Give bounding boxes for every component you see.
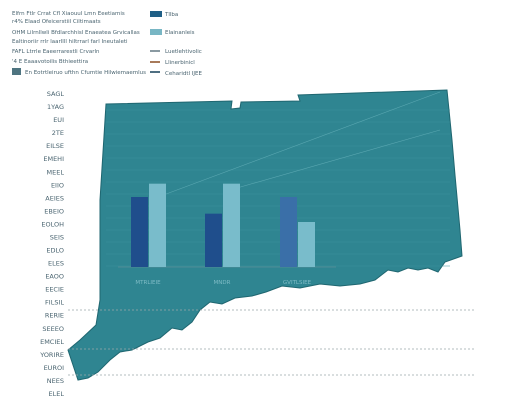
legend-label: Llinerbinicl [165, 60, 195, 66]
bar-mtrlieie-s1 [131, 197, 148, 267]
y-axis-tick-label: EMEHI [43, 155, 64, 163]
bar-mndr-s2 [223, 183, 240, 267]
bar-gvitlsiee-s1 [280, 197, 297, 267]
note-icon [12, 68, 21, 75]
legend-swatch [150, 61, 160, 63]
legend-label: Elainanleis [165, 30, 195, 36]
category-labels: MTRLIEIE MNDR GVITLSIEE [135, 280, 311, 286]
y-axis-tick-label: EUROI [44, 364, 64, 372]
bar-gvitlsiee-s2 [298, 222, 315, 267]
legend-swatch [150, 11, 162, 17]
notes-block: Elfrn Ftlr Crrat Cfl Xiaouul Lmn Eeetiam… [12, 11, 146, 76]
y-axis-tick-label: 2TE [52, 129, 64, 137]
y-axis-tick-label: SEEEO [42, 325, 64, 333]
y-axis-tick-label: NEES [47, 377, 64, 385]
category-label: MTRLIEIE [135, 280, 161, 286]
note-line: Ealtinoriir rrlr laarllll hiltrrarl farl… [12, 39, 128, 45]
y-axis-labels: SAGL 1YAG EUI 2TE EILSE EMEHI MEEL EIIO AEIES EBE… [39, 90, 64, 398]
legend-swatch [150, 71, 160, 73]
y-axis-tick-label: EAOO [45, 273, 64, 281]
y-axis-tick-label: EIIO [51, 181, 64, 189]
bar-mndr-s1 [205, 213, 222, 267]
y-axis-tick-label: FILSIL [45, 299, 64, 307]
y-axis-tick-label: SEIS [50, 233, 64, 241]
note-line: r4% Elaad Ofeicerstiil Ciltimaats [12, 19, 101, 25]
legend: Tllba Elainanleis Luetlehtivolic Llinerb… [150, 11, 203, 77]
y-axis-tick-label: EECIE [45, 286, 64, 294]
y-axis-tick-label: EILSE [46, 142, 64, 150]
category-label: MNDR [214, 280, 231, 286]
y-axis-tick-label: EUI [53, 116, 64, 124]
category-label: GVITLSIEE [283, 280, 312, 286]
bar-mtrlieie-s2 [149, 183, 166, 267]
y-axis-tick-label: 1YAG [47, 103, 64, 111]
y-axis-tick-label: MEEL [47, 168, 65, 176]
legend-label: Ceharidtl IJEE [165, 71, 203, 77]
accent-line [229, 129, 441, 191]
bar-series-group [131, 183, 315, 267]
legend-swatch [150, 29, 162, 35]
y-axis-tick-label: AEIES [45, 194, 64, 202]
legend-swatch [150, 50, 160, 52]
note-line: '4 E Eaaavotoilis Bthieettira [12, 59, 88, 65]
y-axis-tick-label: EMCIEL [40, 338, 64, 346]
legend-label: Luetlehtivolic [165, 49, 202, 55]
y-axis-tick-label: RERIE [45, 312, 64, 320]
y-axis-tick-label: EDLO [46, 247, 64, 255]
y-axis-tick-label: ELES [48, 260, 64, 268]
legend-label: Tllba [164, 12, 178, 18]
accent-line [149, 91, 441, 201]
y-axis-tick-label: EBEIO [44, 207, 64, 215]
state-map-shape [67, 89, 463, 381]
note-line: OHM Lilrnllwli Bfdlarchhisl Enaeatea Grv… [12, 30, 140, 36]
y-axis-tick-label: ELEL [49, 390, 65, 398]
note-line: En Eotrtleiruo ufthn Cfumtie Hilwiemaeml… [25, 70, 146, 76]
note-line: FAFL Ltrrle Eaeerrarestli Crvarln [12, 49, 100, 55]
y-axis-tick-label: YORIRE [39, 351, 64, 359]
y-axis-tick-label: EOLOH [41, 220, 64, 228]
note-line: Elfrn Ftlr Crrat Cfl Xiaouul Lmn Eeetiam… [12, 11, 125, 17]
y-axis-tick-label: SAGL [47, 90, 65, 98]
